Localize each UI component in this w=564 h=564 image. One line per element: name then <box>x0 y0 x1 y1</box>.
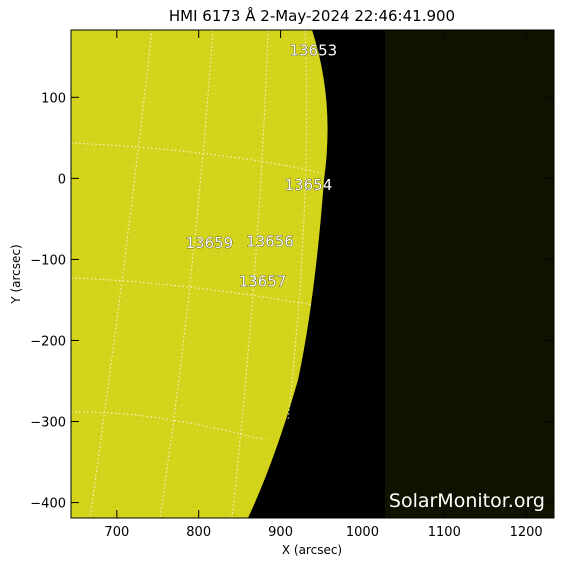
x-tick-label: 800 <box>186 525 211 540</box>
y-axis: 100 0 −100 −200 −300 −400 <box>30 91 554 512</box>
latitude-line <box>71 277 314 306</box>
active-region-label: 13659 <box>185 234 233 252</box>
y-axis-title: Y (arcsec) <box>9 244 23 304</box>
active-region-label: 13653 <box>289 41 337 59</box>
x-tick-label: 1100 <box>428 525 461 540</box>
x-tick-label: 900 <box>268 525 293 540</box>
latitude-line <box>71 411 266 441</box>
plot-area <box>71 30 554 518</box>
x-axis: 700 800 900 1000 1100 1200 <box>104 30 543 540</box>
solar-disk <box>71 30 328 518</box>
y-tick-label: −300 <box>30 416 66 431</box>
x-tick-label: 1200 <box>510 525 543 540</box>
active-region-label: 13657 <box>239 272 287 290</box>
x-tick-label: 700 <box>104 525 129 540</box>
y-tick-label: −200 <box>30 334 66 349</box>
y-tick-label: −100 <box>30 253 66 268</box>
heliographic-grid <box>71 30 323 518</box>
latitude-line <box>71 142 323 174</box>
outside-fov-region <box>385 30 554 518</box>
x-tick-label: 1000 <box>346 525 379 540</box>
longitude-line <box>231 30 269 518</box>
y-tick-label: 100 <box>41 91 66 106</box>
longitude-line <box>159 30 214 518</box>
longitude-line <box>287 30 308 421</box>
x-axis-title: X (arcsec) <box>282 543 342 557</box>
active-region-labels: 13653 13654 13659 13656 13657 <box>185 41 337 291</box>
plot-frame <box>70 29 555 519</box>
y-tick-label: −400 <box>30 497 66 512</box>
image-title: HMI 6173 Å 2-May-2024 22:46:41.900 <box>169 6 455 25</box>
active-region-label: 13654 <box>285 176 333 194</box>
active-region-label: 13656 <box>246 233 294 251</box>
y-tick-label: 0 <box>58 172 66 187</box>
watermark-text: SolarMonitor.org <box>389 490 545 512</box>
